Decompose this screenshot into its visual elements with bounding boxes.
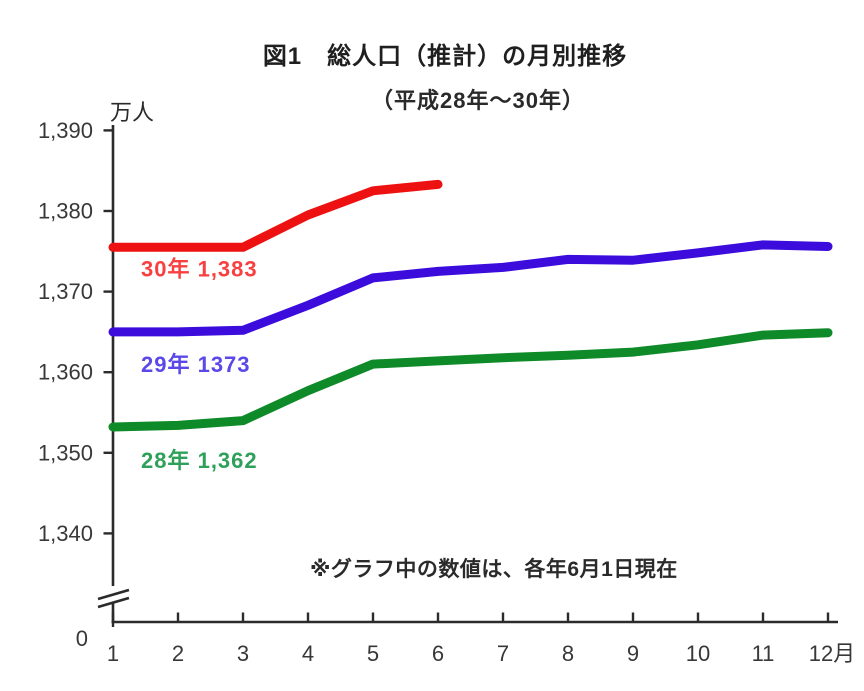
x-tick-label: 2 — [172, 641, 184, 666]
series-line-28年 — [108, 328, 833, 432]
chart-note: ※グラフ中の数値は、各年6月1日現在 — [310, 558, 678, 581]
chart-title: 図1 総人口（推計）の月別推移 — [262, 43, 628, 70]
x-tick-label: 4 — [302, 641, 314, 666]
axis-break-mark — [97, 588, 130, 601]
x-tick-label: 12月 — [809, 641, 855, 666]
series-label-29年: 29年 1373 — [141, 352, 251, 377]
x-tick-label: 1 — [107, 641, 119, 666]
series-label-30年: 30年 1,383 — [141, 256, 258, 281]
x-tick-label: 6 — [432, 641, 444, 666]
y-tick-label: 1,350 — [38, 440, 93, 465]
x-tick-label: 5 — [367, 641, 379, 666]
y-origin-label: 0 — [76, 626, 88, 651]
x-tick-label: 10 — [686, 641, 710, 666]
x-tick-label: 8 — [562, 641, 574, 666]
y-tick-label: 1,390 — [38, 118, 93, 143]
y-tick-label: 1,360 — [38, 360, 93, 385]
y-tick-label: 1,370 — [38, 279, 93, 304]
x-tick-label: 9 — [627, 641, 639, 666]
series-line-29年 — [108, 240, 833, 337]
x-tick-label: 11 — [752, 641, 775, 666]
y-tick-label: 1,340 — [38, 521, 93, 546]
series-label-28年: 28年 1,362 — [141, 448, 258, 473]
series-line-30年 — [108, 179, 443, 252]
y-unit-label: 万人 — [110, 100, 154, 125]
x-tick-label: 3 — [237, 641, 249, 666]
chart-subtitle: （平成28年～30年） — [371, 88, 585, 113]
y-tick-label: 1,380 — [38, 199, 93, 224]
axis-break-mark — [97, 596, 130, 609]
x-tick-label: 7 — [497, 641, 509, 666]
